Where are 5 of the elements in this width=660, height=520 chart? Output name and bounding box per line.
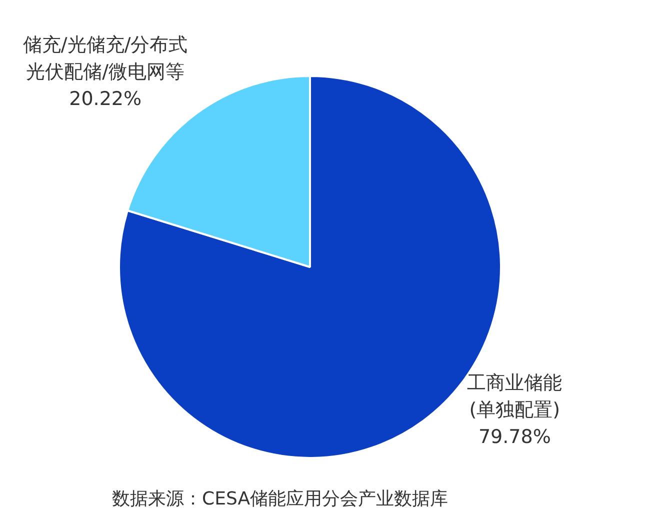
source-note: 数据来源：CESA储能应用分会产业数据库 bbox=[112, 488, 448, 510]
slice-label: 储充/光储充/分布式光伏配储/微电网等 bbox=[22, 34, 188, 83]
data-label: 79.78% bbox=[478, 426, 551, 448]
data-label: 20.22% bbox=[69, 88, 142, 110]
slice-label: 工商业储能(单独配置) bbox=[467, 372, 562, 422]
